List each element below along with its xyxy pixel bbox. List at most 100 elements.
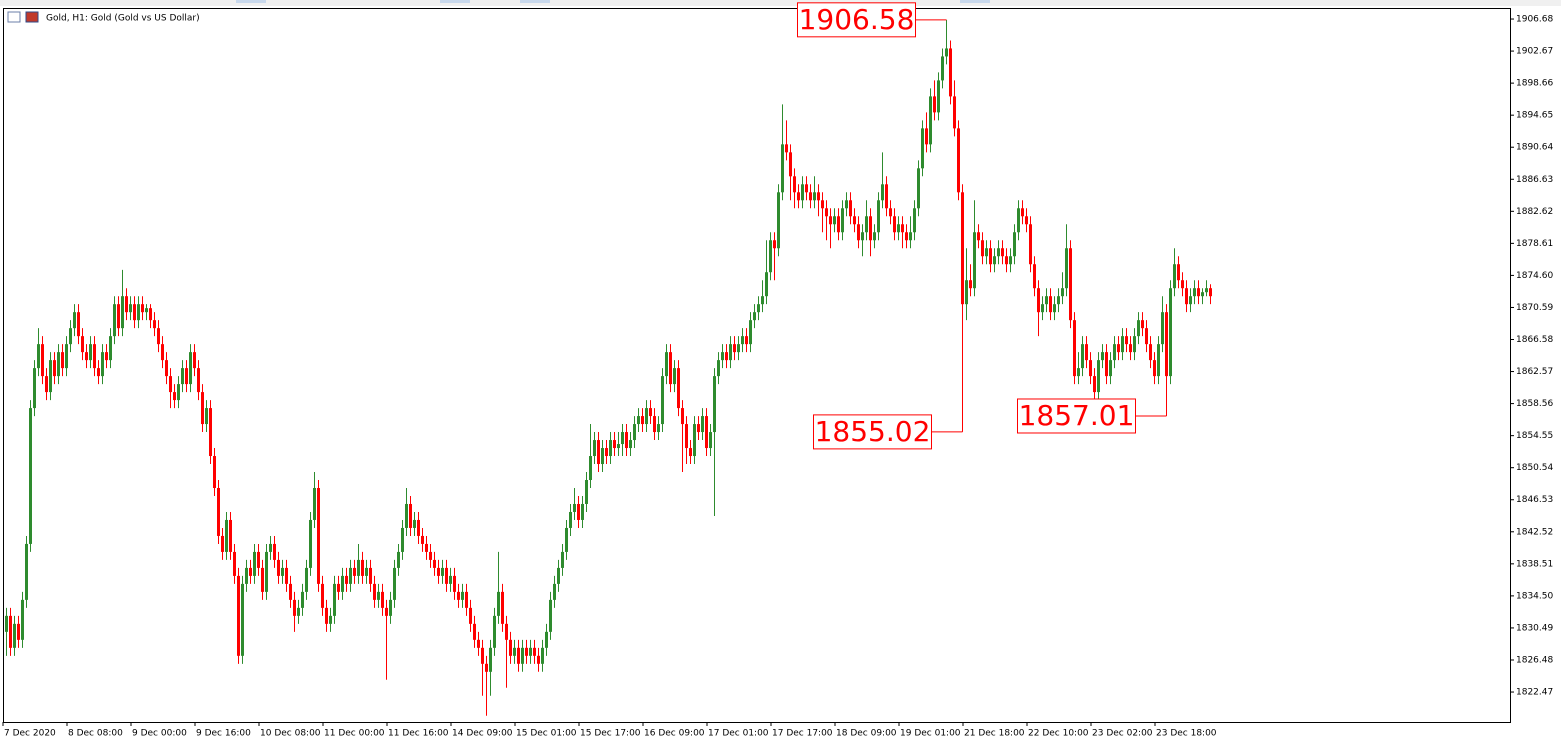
candle-body	[197, 368, 200, 393]
y-tick-label: 1894.65	[1516, 111, 1553, 121]
candle-body	[193, 352, 196, 369]
candle-body	[1029, 224, 1032, 265]
candle-body	[653, 416, 656, 433]
candle-body	[909, 232, 912, 241]
candle-body	[141, 304, 144, 313]
icon	[25, 11, 39, 23]
candle-body	[1089, 360, 1092, 377]
candle-body	[765, 272, 768, 297]
candle-body	[1185, 288, 1188, 305]
annotation-label: 1857.01	[1019, 399, 1135, 432]
candle-body	[1121, 336, 1124, 353]
candle-body	[493, 615, 496, 648]
candle-body	[569, 511, 572, 528]
candle-body	[581, 503, 584, 520]
candle-body	[261, 567, 264, 592]
candle-body	[529, 647, 532, 656]
candle-body	[1077, 368, 1080, 377]
candle-body	[841, 208, 844, 233]
candle-body	[941, 56, 944, 81]
y-tick-label: 1842.52	[1516, 527, 1553, 537]
candle-body	[829, 216, 832, 225]
x-tick-label: 17 Dec 01:00	[708, 729, 769, 739]
candle-body	[1013, 232, 1016, 257]
candle-body	[517, 647, 520, 664]
candle-body	[265, 551, 268, 592]
candle-body	[777, 192, 780, 249]
candle-body	[665, 352, 668, 377]
candle-body	[817, 192, 820, 201]
candle-body	[549, 599, 552, 632]
candle-body	[1153, 360, 1156, 377]
tab[interactable]	[960, 0, 990, 3]
candle-body	[437, 567, 440, 576]
x-tick-label: 18 Dec 09:00	[836, 729, 897, 739]
candle-body	[597, 440, 600, 465]
candle-body	[93, 344, 96, 369]
candle-body	[1125, 336, 1128, 345]
candle-body	[153, 320, 156, 329]
candle-body	[161, 344, 164, 361]
candle-body	[469, 607, 472, 624]
candle-body	[693, 424, 696, 457]
candle-body	[973, 232, 976, 289]
plot-frame	[3, 8, 1511, 723]
candle-body	[1173, 264, 1176, 289]
candle-body	[905, 232, 908, 241]
tab[interactable]	[520, 0, 550, 3]
candle-body	[1021, 208, 1024, 217]
candle-body	[521, 647, 524, 664]
candle-body	[893, 216, 896, 233]
candle-body	[977, 232, 980, 241]
candle-body	[245, 567, 248, 584]
candle-body	[1137, 320, 1140, 337]
candle-body	[861, 232, 864, 241]
candle-body	[329, 615, 332, 624]
candle-body	[1065, 248, 1068, 289]
y-tick-label: 1906.68	[1516, 15, 1553, 25]
candle-body	[333, 583, 336, 616]
candle-body	[349, 567, 352, 584]
candle-body	[117, 304, 120, 329]
candle-body	[845, 200, 848, 209]
y-tick-label: 1850.54	[1516, 463, 1553, 473]
y-tick-label: 1834.50	[1516, 591, 1553, 601]
candle-body	[269, 543, 272, 552]
candle-body	[1145, 328, 1148, 345]
candle-body	[29, 408, 32, 544]
tab[interactable]	[440, 0, 470, 3]
candle-body	[1053, 304, 1056, 313]
candle-body	[1045, 296, 1048, 305]
candle-body	[105, 352, 108, 361]
candle-body	[897, 224, 900, 233]
candle-body	[385, 607, 388, 616]
candle-body	[917, 168, 920, 209]
candle-body	[357, 559, 360, 576]
candle-body	[73, 312, 76, 329]
candle-body	[593, 440, 596, 457]
candle-body	[1165, 312, 1168, 377]
candle-body	[109, 336, 112, 361]
candle-body	[877, 200, 880, 233]
candle-body	[381, 591, 384, 608]
tab[interactable]	[236, 0, 266, 3]
candle-body	[1109, 360, 1112, 377]
candle-body	[985, 248, 988, 257]
x-tick-label: 7 Dec 2020	[4, 729, 56, 739]
candle-body	[309, 519, 312, 568]
candle-body	[869, 216, 872, 241]
candle-body	[301, 591, 304, 608]
candle-body	[621, 432, 624, 445]
candle-body	[1093, 376, 1096, 393]
candle-body	[173, 392, 176, 401]
candle-body	[401, 527, 404, 552]
candle-body	[133, 304, 136, 321]
candle-body	[509, 639, 512, 656]
candle-body	[61, 352, 64, 369]
candle-body	[457, 591, 460, 600]
candle-body	[949, 48, 952, 97]
candle-body	[497, 591, 500, 616]
x-tick-label: 19 Dec 01:00	[900, 729, 961, 739]
candle-body	[389, 599, 392, 616]
